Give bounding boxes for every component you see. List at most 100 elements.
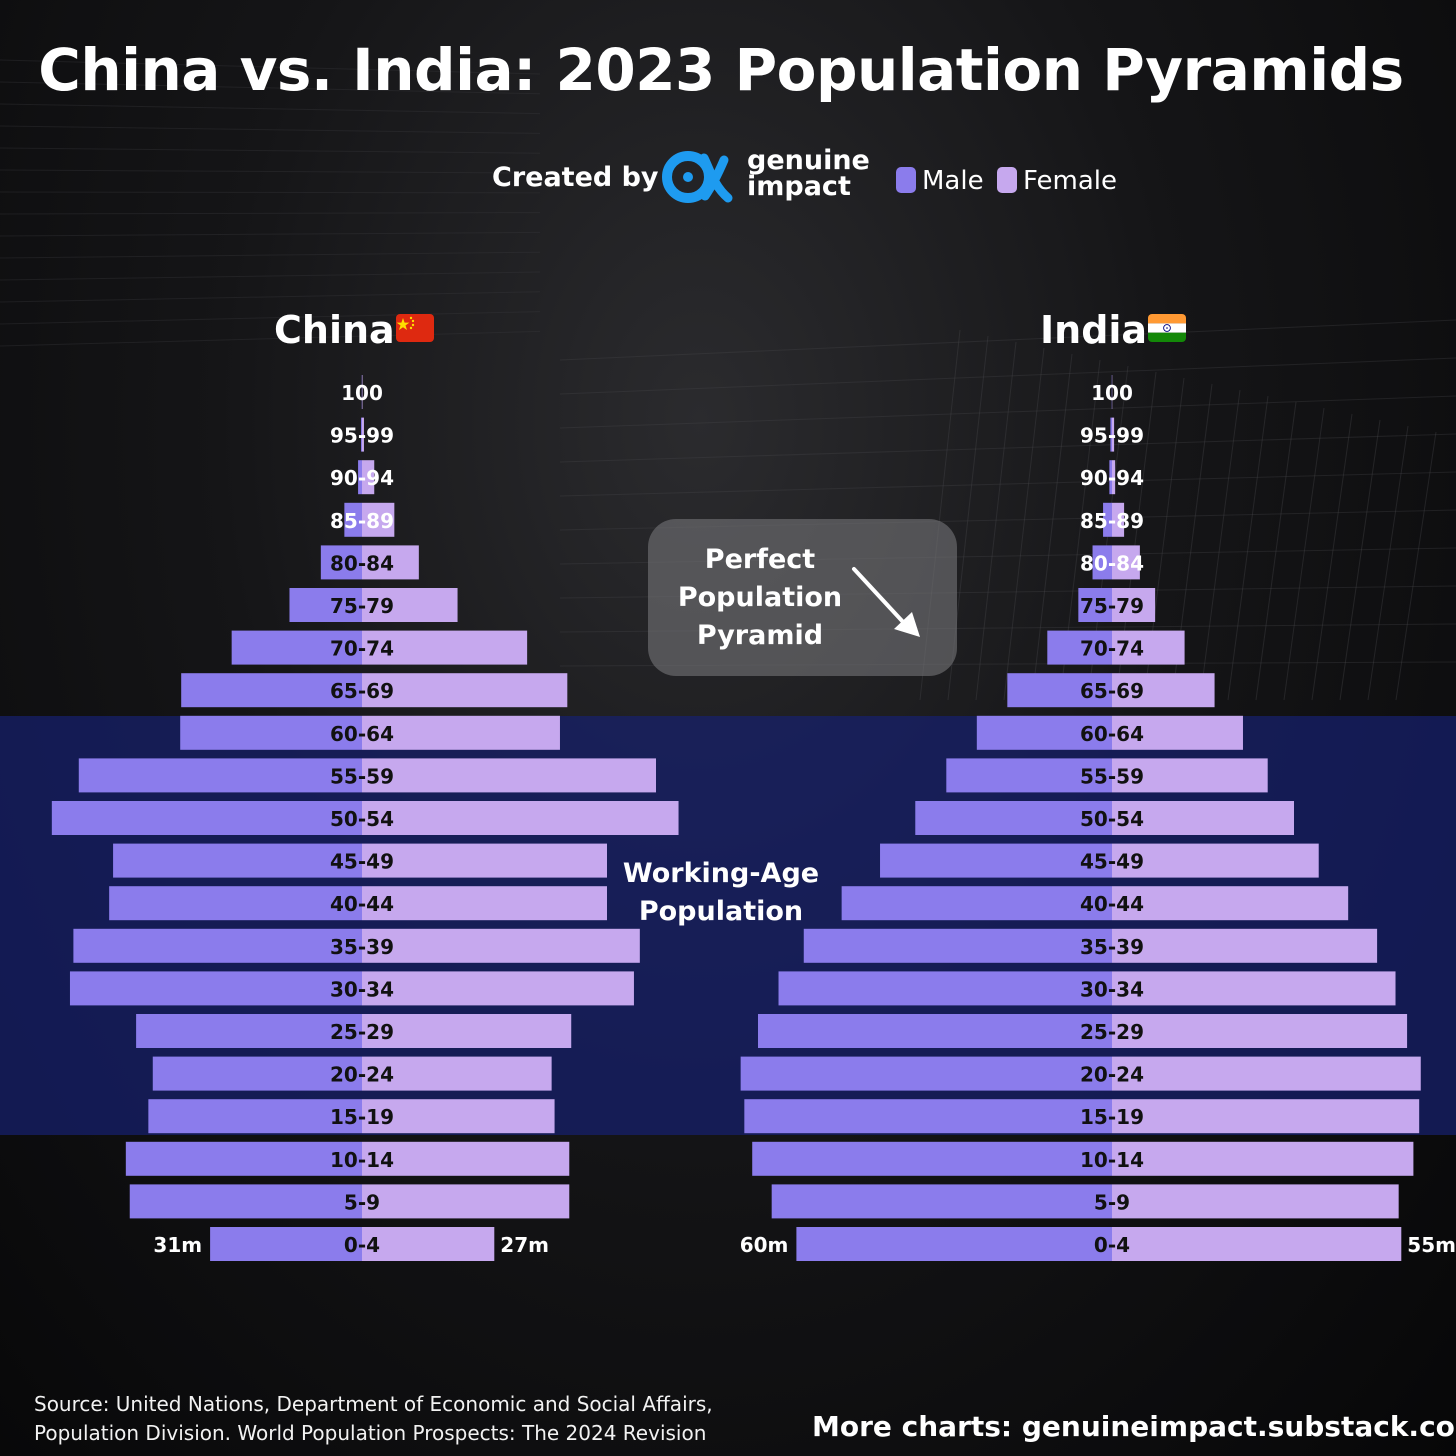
- bar-female: [1112, 588, 1156, 622]
- bar-female: [362, 673, 568, 708]
- age-group-label: 20-24: [1080, 1063, 1144, 1087]
- background-line: [975, 341, 1017, 701]
- age-group-label: 10-14: [1080, 1148, 1144, 1172]
- background-line: [0, 231, 541, 237]
- age-group-label: 45-49: [1080, 850, 1144, 874]
- bar-male: [358, 460, 362, 495]
- bar-male: [946, 758, 1112, 793]
- bar-female: [1112, 673, 1215, 708]
- bar-male: [841, 886, 1112, 921]
- age-group-label: 25-29: [1080, 1020, 1144, 1044]
- bar-female: [362, 630, 528, 665]
- age-group-label: 50-54: [1080, 807, 1144, 831]
- female-end-label: 27m: [500, 1233, 549, 1257]
- age-group-label: 90-94: [330, 466, 394, 490]
- background-line: [1367, 425, 1409, 701]
- india-title: India: [1040, 308, 1148, 352]
- age-group-label: 30-34: [330, 977, 394, 1001]
- bar-female: [1112, 545, 1140, 580]
- bar-female: [362, 1056, 552, 1091]
- background-line: [0, 191, 541, 194]
- background-line: [1031, 353, 1073, 701]
- background-line: [0, 147, 541, 154]
- age-group-label: 85-89: [1080, 509, 1144, 533]
- more-charts-link[interactable]: More charts: genuineimpact.substack.com: [812, 1410, 1456, 1443]
- bar-female: [362, 460, 375, 495]
- bar-female: [362, 928, 640, 963]
- age-group-label: 30-34: [1080, 977, 1144, 1001]
- age-group-label: 20-24: [330, 1063, 394, 1087]
- age-group-label: 100: [1091, 381, 1133, 405]
- page-title: China vs. India: 2023 Population Pyramid…: [38, 36, 1404, 104]
- legend-female-label: Female: [1023, 166, 1118, 196]
- source-note: Source: United Nations, Department of Ec…: [34, 1392, 713, 1445]
- age-group-label: 25-29: [330, 1020, 394, 1044]
- bar-male: [796, 1227, 1112, 1261]
- age-group-label: 60-64: [1080, 722, 1144, 746]
- bar-male: [1078, 588, 1112, 622]
- bar-male: [51, 801, 363, 835]
- bar-female: [1112, 758, 1268, 793]
- background-line: [1283, 407, 1325, 701]
- bar-female: [1112, 801, 1294, 835]
- background-line: [1255, 401, 1297, 701]
- bar-male: [1047, 630, 1112, 665]
- bar-male: [129, 1184, 362, 1219]
- male-end-label: 60m: [740, 1233, 789, 1257]
- bar-male: [344, 502, 362, 537]
- age-group-label: 10-14: [330, 1148, 394, 1172]
- bar-female: [1112, 715, 1243, 750]
- male-end-label: 31m: [153, 1233, 202, 1257]
- age-group-label: 80-84: [1080, 551, 1144, 575]
- background-line: [0, 59, 541, 75]
- bar-female: [1112, 1056, 1421, 1091]
- female-end-label: 55m: [1407, 1233, 1456, 1257]
- bar-male: [289, 588, 362, 622]
- legend-male-label: Male: [922, 166, 984, 196]
- age-group-label: 0-4: [1094, 1233, 1130, 1257]
- bar-female: [1112, 843, 1319, 878]
- bar-female: [362, 1227, 495, 1261]
- background-line: [0, 103, 541, 115]
- bar-male: [231, 630, 362, 665]
- age-group-label: 85-89: [330, 509, 394, 533]
- bar-male: [361, 417, 362, 452]
- background-line: [1395, 431, 1437, 701]
- bar-male: [976, 715, 1112, 750]
- age-group-label: 40-44: [1080, 892, 1144, 916]
- age-group-label: 70-74: [330, 637, 394, 661]
- bar-male: [803, 928, 1112, 963]
- background-line: [559, 471, 1456, 497]
- bar-female: [362, 971, 634, 1006]
- bar-female: [1112, 630, 1185, 665]
- bar-male: [210, 1227, 362, 1261]
- age-group-label: 55-59: [330, 764, 394, 788]
- bar-male: [320, 545, 362, 580]
- age-group-label: 40-44: [330, 892, 394, 916]
- age-group-label: 55-59: [1080, 764, 1144, 788]
- bar-male: [1092, 545, 1112, 580]
- bar-female: [1112, 971, 1396, 1006]
- bar-male: [69, 971, 363, 1006]
- background-line: [0, 125, 541, 134]
- age-group-label: 50-54: [330, 807, 394, 831]
- working-age-label: Working-Age Population: [622, 858, 820, 927]
- bar-male: [113, 843, 362, 878]
- callout-text: Perfect Population Pyramid: [677, 544, 843, 651]
- age-group-label: 5-9: [1094, 1190, 1130, 1214]
- bar-female: [362, 801, 679, 835]
- india-flag-icon: [1148, 314, 1186, 342]
- bar-male: [915, 801, 1112, 835]
- legend-female-swatch: [997, 167, 1017, 193]
- bar-male: [740, 1056, 1112, 1091]
- bar-male: [771, 1184, 1112, 1219]
- bar-female: [1112, 1014, 1408, 1048]
- brand-line-2: impact: [747, 171, 851, 202]
- background-line: [559, 319, 1456, 361]
- bar-male: [152, 1056, 362, 1091]
- bar-male: [778, 971, 1112, 1006]
- background-line: [1003, 347, 1045, 701]
- bar-female: [362, 502, 395, 537]
- arrow-down-right-icon: [852, 567, 920, 637]
- bar-female: [1112, 460, 1116, 495]
